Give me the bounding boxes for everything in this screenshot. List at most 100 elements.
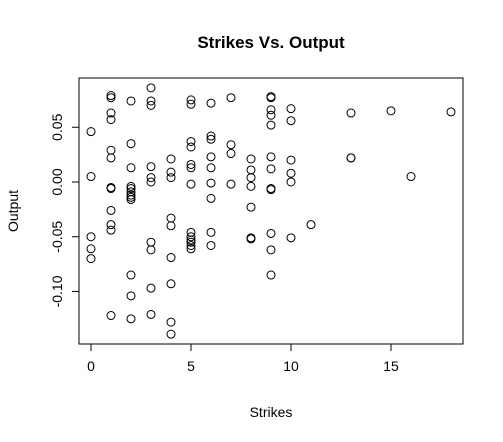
data-point xyxy=(146,177,156,187)
data-point xyxy=(146,283,156,293)
data-point xyxy=(206,163,216,173)
data-point xyxy=(446,107,456,117)
data-point xyxy=(106,184,116,194)
data-point xyxy=(226,149,236,159)
data-point xyxy=(126,139,136,149)
data-point xyxy=(166,154,176,164)
data-point xyxy=(166,279,176,289)
data-point xyxy=(266,228,276,238)
data-point xyxy=(166,221,176,231)
y-tick-label: -0.05 xyxy=(49,221,65,253)
y-axis: -0.10 -0.05 0.00 0.05 xyxy=(49,113,80,307)
data-point xyxy=(286,155,296,165)
data-point xyxy=(206,193,216,203)
data-point xyxy=(126,314,136,324)
data-point xyxy=(186,142,196,152)
data-point xyxy=(266,164,276,174)
data-point xyxy=(106,91,116,101)
data-point xyxy=(146,237,156,247)
chart-title: Strikes Vs. Output xyxy=(197,33,345,52)
data-point xyxy=(286,233,296,243)
data-point xyxy=(166,167,176,177)
data-point xyxy=(106,225,116,235)
data-points xyxy=(86,83,456,339)
data-point xyxy=(266,93,276,103)
data-point xyxy=(186,237,196,247)
data-point xyxy=(266,120,276,130)
data-point xyxy=(126,96,136,106)
x-tick-label: 0 xyxy=(87,358,95,374)
data-point xyxy=(126,270,136,280)
data-point xyxy=(286,168,296,178)
data-point xyxy=(266,110,276,120)
data-point xyxy=(86,127,96,137)
data-point xyxy=(146,173,156,183)
data-point xyxy=(406,172,416,182)
plot-frame xyxy=(78,77,464,345)
data-point xyxy=(186,95,196,105)
data-point xyxy=(386,106,396,116)
data-point xyxy=(186,136,196,146)
data-point xyxy=(266,245,276,255)
data-point xyxy=(146,309,156,319)
data-point xyxy=(266,152,276,162)
data-point xyxy=(206,152,216,162)
data-point xyxy=(246,165,256,175)
x-axis: 0 5 10 15 xyxy=(87,343,399,374)
data-point xyxy=(146,96,156,106)
data-point xyxy=(146,162,156,172)
data-point xyxy=(186,179,196,189)
data-point xyxy=(126,181,136,191)
x-tick-label: 10 xyxy=(283,358,299,374)
data-point xyxy=(186,240,196,250)
data-point xyxy=(186,244,196,254)
data-point xyxy=(86,244,96,254)
data-point xyxy=(126,184,136,194)
data-point xyxy=(246,181,256,191)
data-point xyxy=(106,311,116,321)
data-point xyxy=(106,153,116,163)
x-tick-label: 15 xyxy=(383,358,399,374)
x-axis-label: Strikes xyxy=(250,404,293,420)
data-point xyxy=(126,190,136,200)
data-point xyxy=(246,234,256,244)
data-point xyxy=(246,173,256,183)
data-point xyxy=(146,100,156,110)
data-point xyxy=(226,179,236,189)
data-point xyxy=(266,270,276,280)
data-point xyxy=(186,163,196,173)
data-point xyxy=(226,140,236,150)
data-point xyxy=(206,131,216,141)
data-point xyxy=(106,205,116,215)
data-point xyxy=(106,115,116,125)
y-tick-label: -0.10 xyxy=(49,275,65,307)
data-point xyxy=(306,220,316,230)
data-point xyxy=(206,227,216,237)
data-point xyxy=(166,317,176,327)
data-point xyxy=(286,104,296,114)
y-axis-label: Output xyxy=(5,190,21,232)
data-point xyxy=(146,83,156,93)
data-point xyxy=(106,145,116,155)
data-point xyxy=(286,116,296,126)
data-point xyxy=(86,232,96,242)
data-point xyxy=(226,93,236,103)
data-point xyxy=(286,177,296,187)
data-point xyxy=(206,178,216,188)
data-point xyxy=(186,235,196,245)
data-point xyxy=(206,240,216,250)
x-tick-label: 5 xyxy=(187,358,195,374)
data-point xyxy=(266,185,276,195)
data-point xyxy=(246,202,256,212)
data-point xyxy=(126,163,136,173)
data-point xyxy=(106,220,116,230)
data-point xyxy=(246,154,256,164)
data-point xyxy=(126,291,136,301)
data-point xyxy=(186,232,196,242)
data-point xyxy=(206,134,216,144)
data-point xyxy=(346,153,356,163)
data-point xyxy=(186,99,196,109)
data-point xyxy=(166,329,176,339)
y-tick-label: 0.00 xyxy=(49,168,65,195)
